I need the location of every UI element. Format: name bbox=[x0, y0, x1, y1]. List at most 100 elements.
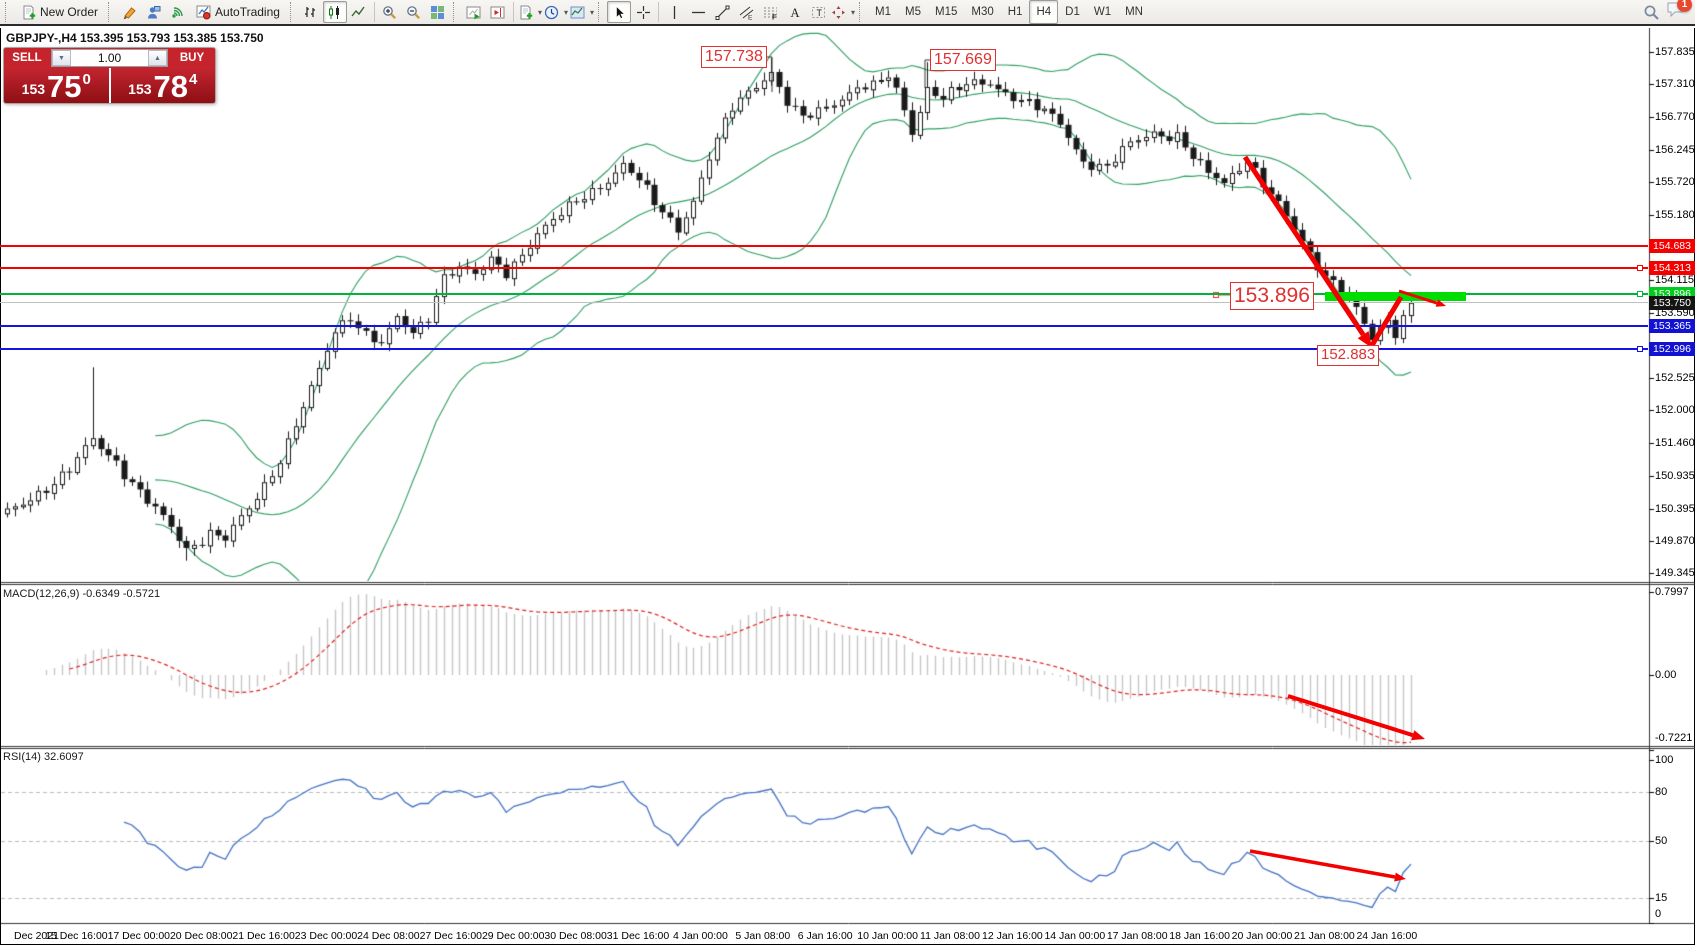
notifications-button[interactable]: 1 bbox=[1666, 0, 1692, 23]
timeframe-m1-button[interactable]: M1 bbox=[875, 6, 891, 18]
hline-154.313[interactable] bbox=[0, 267, 1648, 270]
text-icon: A bbox=[787, 5, 802, 20]
buy-button[interactable]: BUY bbox=[169, 48, 215, 68]
hline-anchor-marker[interactable] bbox=[1637, 265, 1643, 272]
time-axis-label: 6 Jan 16:00 bbox=[797, 930, 853, 942]
price-badge-154.313: 154.313 bbox=[1649, 261, 1695, 276]
timeframe-h4-button[interactable]: H4 bbox=[1029, 0, 1059, 24]
toolbar: New Order AutoTrading ▾ ▾ ▾ E F A T ▾ M1 M5 M15 M30 H1… bbox=[0, 0, 1695, 26]
buy-price-base: 153 bbox=[128, 81, 152, 97]
price-axis-tick: 152.000 bbox=[1655, 404, 1695, 417]
timeframe-d1-button[interactable]: D1 bbox=[1065, 6, 1080, 18]
auto-scroll-button[interactable] bbox=[462, 1, 486, 23]
chart-shift-button[interactable] bbox=[486, 1, 510, 23]
autotrading-button[interactable]: AutoTrading bbox=[189, 1, 287, 23]
sell-button[interactable]: SELL bbox=[4, 48, 50, 68]
toolbar-vsep bbox=[658, 2, 659, 22]
trendline-button[interactable] bbox=[710, 1, 734, 23]
time-axis-label: 5 Jan 08:00 bbox=[735, 930, 791, 942]
dropdown-caret-icon: ▾ bbox=[851, 7, 856, 17]
period-button[interactable]: ▾ bbox=[543, 1, 569, 23]
hline-152.996[interactable] bbox=[0, 348, 1648, 351]
bar-chart-button[interactable] bbox=[299, 1, 323, 23]
signals-icon bbox=[170, 5, 185, 20]
volume-decrease-button[interactable]: ▼ bbox=[52, 50, 71, 66]
crosshair-icon bbox=[636, 5, 651, 20]
arrows-icon bbox=[831, 5, 846, 20]
highlight-zone[interactable] bbox=[1325, 292, 1466, 301]
text-label-icon: T bbox=[811, 5, 826, 20]
rsi-axis-tick: 80 bbox=[1655, 786, 1668, 799]
autotrading-button-label: AutoTrading bbox=[215, 5, 280, 19]
timeframe-m30-button[interactable]: M30 bbox=[971, 6, 994, 18]
price-callout-157.669[interactable]: 157.669 bbox=[930, 49, 996, 71]
templates-button[interactable]: ▾ bbox=[569, 1, 595, 23]
horizontal-line-button[interactable] bbox=[686, 1, 710, 23]
timeframe-m15-button[interactable]: M15 bbox=[934, 6, 958, 18]
signals-button[interactable] bbox=[165, 1, 189, 23]
vertical-line-button[interactable] bbox=[662, 1, 686, 23]
chart-shift-icon bbox=[490, 5, 505, 20]
svg-text:E: E bbox=[748, 14, 753, 20]
price-chart-canvas[interactable] bbox=[1, 28, 1695, 945]
new-chart-button[interactable]: ▾ bbox=[517, 1, 543, 23]
new-order-button[interactable]: New Order bbox=[14, 1, 105, 23]
timeframe-w1-button[interactable]: W1 bbox=[1093, 6, 1112, 18]
price-axis-tick: 155.180 bbox=[1655, 209, 1695, 222]
sell-price-display[interactable]: 153 75 0 bbox=[4, 68, 109, 103]
volume-increase-button[interactable]: ▲ bbox=[148, 50, 167, 66]
time-axis-label: 17 Dec 00:00 bbox=[107, 930, 171, 942]
buy-price-sup: 4 bbox=[189, 71, 198, 88]
search-button[interactable] bbox=[1643, 4, 1660, 21]
timeframe-h1-button[interactable]: H1 bbox=[1007, 6, 1023, 18]
buy-price-display[interactable]: 153 78 4 bbox=[108, 68, 216, 103]
time-axis-label: 15 Dec 16:00 bbox=[45, 930, 108, 942]
rsi-axis-tick: 100 bbox=[1655, 753, 1674, 766]
text-button[interactable]: A bbox=[782, 1, 806, 23]
price-axis-tick: 156.245 bbox=[1655, 143, 1695, 156]
hline-anchor-marker[interactable] bbox=[1637, 290, 1643, 297]
time-axis-label: 10 Jan 00:00 bbox=[857, 930, 918, 942]
styler-icon bbox=[122, 5, 137, 20]
zoom-in-button[interactable] bbox=[378, 1, 402, 23]
price-callout-153.896[interactable]: 153.896 bbox=[1230, 282, 1314, 311]
time-axis-label: 23 Dec 00:00 bbox=[294, 930, 358, 942]
timeframe-mn-button[interactable]: MN bbox=[1125, 6, 1143, 18]
new-chart-icon bbox=[518, 5, 533, 20]
hline-153.365[interactable] bbox=[0, 325, 1648, 328]
zoom-out-button[interactable] bbox=[402, 1, 426, 23]
volume-input[interactable] bbox=[71, 50, 148, 66]
metaeditor-button[interactable] bbox=[141, 1, 165, 23]
tile-windows-button[interactable] bbox=[426, 1, 450, 23]
price-badge-153.750: 153.750 bbox=[1649, 295, 1695, 310]
toolbar-vsep bbox=[373, 2, 375, 22]
crosshair-button[interactable] bbox=[631, 1, 655, 23]
timeframe-m5-button[interactable]: M5 bbox=[905, 6, 921, 18]
time-axis-label: 20 Dec 08:00 bbox=[169, 930, 233, 942]
styler-button[interactable] bbox=[117, 1, 141, 23]
new-order-button-label: New Order bbox=[40, 5, 99, 19]
period-icon bbox=[544, 5, 559, 20]
chart-title: GBPJPY-,H4 153.395 153.793 153.385 153.7… bbox=[6, 31, 264, 45]
sell-price-big: 75 bbox=[47, 69, 82, 104]
price-callout-152.883[interactable]: 152.883 bbox=[1317, 345, 1380, 366]
hline-anchor-marker[interactable] bbox=[1637, 346, 1643, 353]
price-callout-157.738[interactable]: 157.738 bbox=[701, 46, 767, 68]
time-axis-label: 21 Dec 16:00 bbox=[232, 930, 295, 942]
cursor-button[interactable] bbox=[607, 1, 631, 23]
arrows-button[interactable]: ▾ bbox=[830, 1, 856, 23]
text-label-button[interactable]: T bbox=[806, 1, 830, 23]
fibonacci-button[interactable]: F bbox=[758, 1, 782, 23]
channel-button[interactable]: E bbox=[734, 1, 758, 23]
line-chart-button[interactable] bbox=[347, 1, 371, 23]
time-axis-label: 4 Jan 00:00 bbox=[672, 930, 728, 942]
hline-154.683[interactable] bbox=[0, 244, 1648, 247]
hline-153.750[interactable] bbox=[0, 302, 1648, 304]
channel-icon: E bbox=[739, 5, 754, 20]
hline-153.896[interactable] bbox=[0, 292, 1648, 295]
metaeditor-icon bbox=[146, 5, 161, 20]
templates-icon bbox=[570, 5, 585, 20]
price-axis-tick: 149.345 bbox=[1655, 567, 1695, 580]
candlestick-button[interactable] bbox=[322, 1, 347, 23]
